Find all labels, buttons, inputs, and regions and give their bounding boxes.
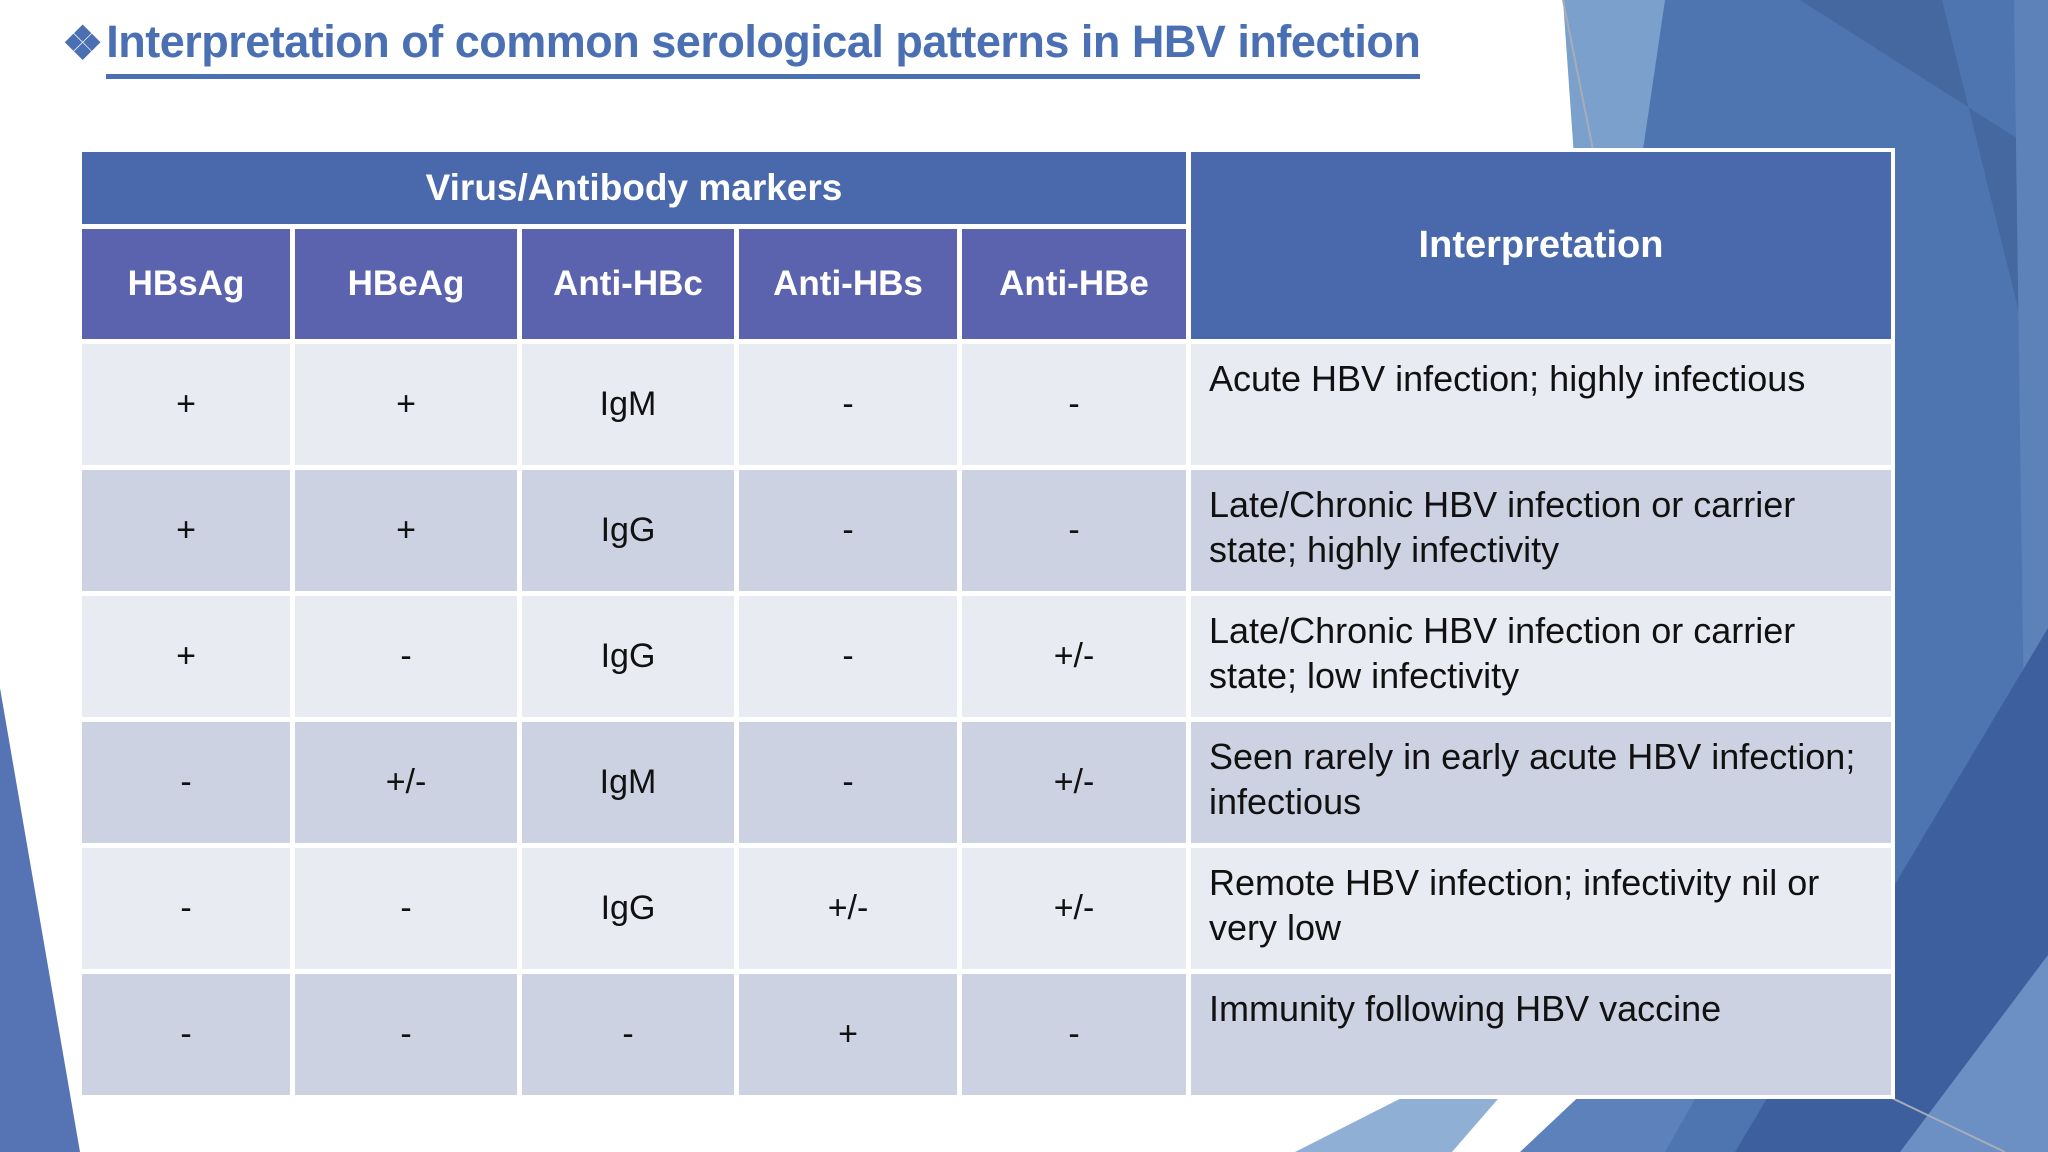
marker-cell: IgG [522,470,734,591]
interpretation-cell: Late/Chronic HBV infection or carrier st… [1191,596,1891,717]
marker-cell: + [82,596,290,717]
marker-cell: + [739,974,957,1095]
marker-cell: - [739,596,957,717]
marker-cell: - [295,596,517,717]
column-header-anti-hbs: Anti-HBs [739,229,957,339]
interpretation-cell: Remote HBV infection; infectivity nil or… [1191,848,1891,969]
marker-cell: - [295,848,517,969]
marker-cell: IgG [522,848,734,969]
marker-cell: - [295,974,517,1095]
interpretation-cell: Acute HBV infection; highly infectious [1191,344,1891,465]
interpretation-cell: Late/Chronic HBV infection or carrier st… [1191,470,1891,591]
column-header-anti-hbc: Anti-HBc [522,229,734,339]
marker-cell: +/- [739,848,957,969]
marker-cell: IgM [522,344,734,465]
marker-cell: IgM [522,722,734,843]
marker-cell: - [82,848,290,969]
marker-cell: - [739,470,957,591]
marker-cell: +/- [962,848,1186,969]
deco-corner-light-triangle [1900,955,2048,1152]
marker-cell: +/- [295,722,517,843]
marker-cell: - [522,974,734,1095]
marker-cell: - [82,722,290,843]
marker-cell: - [962,470,1186,591]
marker-cell: - [739,722,957,843]
slide-header: ❖ Interpretation of common serological p… [62,16,1421,79]
marker-cell: - [962,974,1186,1095]
column-header-hbsag: HBsAg [82,229,290,339]
interpretation-cell: Immunity following HBV vaccine [1191,974,1891,1095]
marker-cell: + [82,344,290,465]
marker-cell: +/- [962,596,1186,717]
deco-top-dark-band [1800,0,2048,430]
deco-bottom-left-triangle [0,688,80,1152]
serology-table: Virus/Antibody markers Interpretation HB… [78,148,1895,1099]
marker-cell: IgG [522,596,734,717]
marker-cell: - [739,344,957,465]
marker-cell: + [295,344,517,465]
marker-cell: - [82,974,290,1095]
diamond-bullet-icon: ❖ [62,17,104,69]
interpretation-cell: Seen rarely in early acute HBV infection… [1191,722,1891,843]
column-header-hbeag: HBeAg [295,229,517,339]
column-header-interpretation: Interpretation [1191,152,1891,339]
marker-cell: - [962,344,1186,465]
page-title: Interpretation of common serological pat… [106,16,1421,79]
marker-cell: + [295,470,517,591]
column-header-anti-hbe: Anti-HBe [962,229,1186,339]
group-header-virus-antibody-markers: Virus/Antibody markers [82,152,1186,224]
marker-cell: + [82,470,290,591]
deco-diagonal-line-bottom [1874,1089,2006,1152]
serology-table-grid: Virus/Antibody markers Interpretation HB… [82,152,1891,1095]
marker-cell: +/- [962,722,1186,843]
